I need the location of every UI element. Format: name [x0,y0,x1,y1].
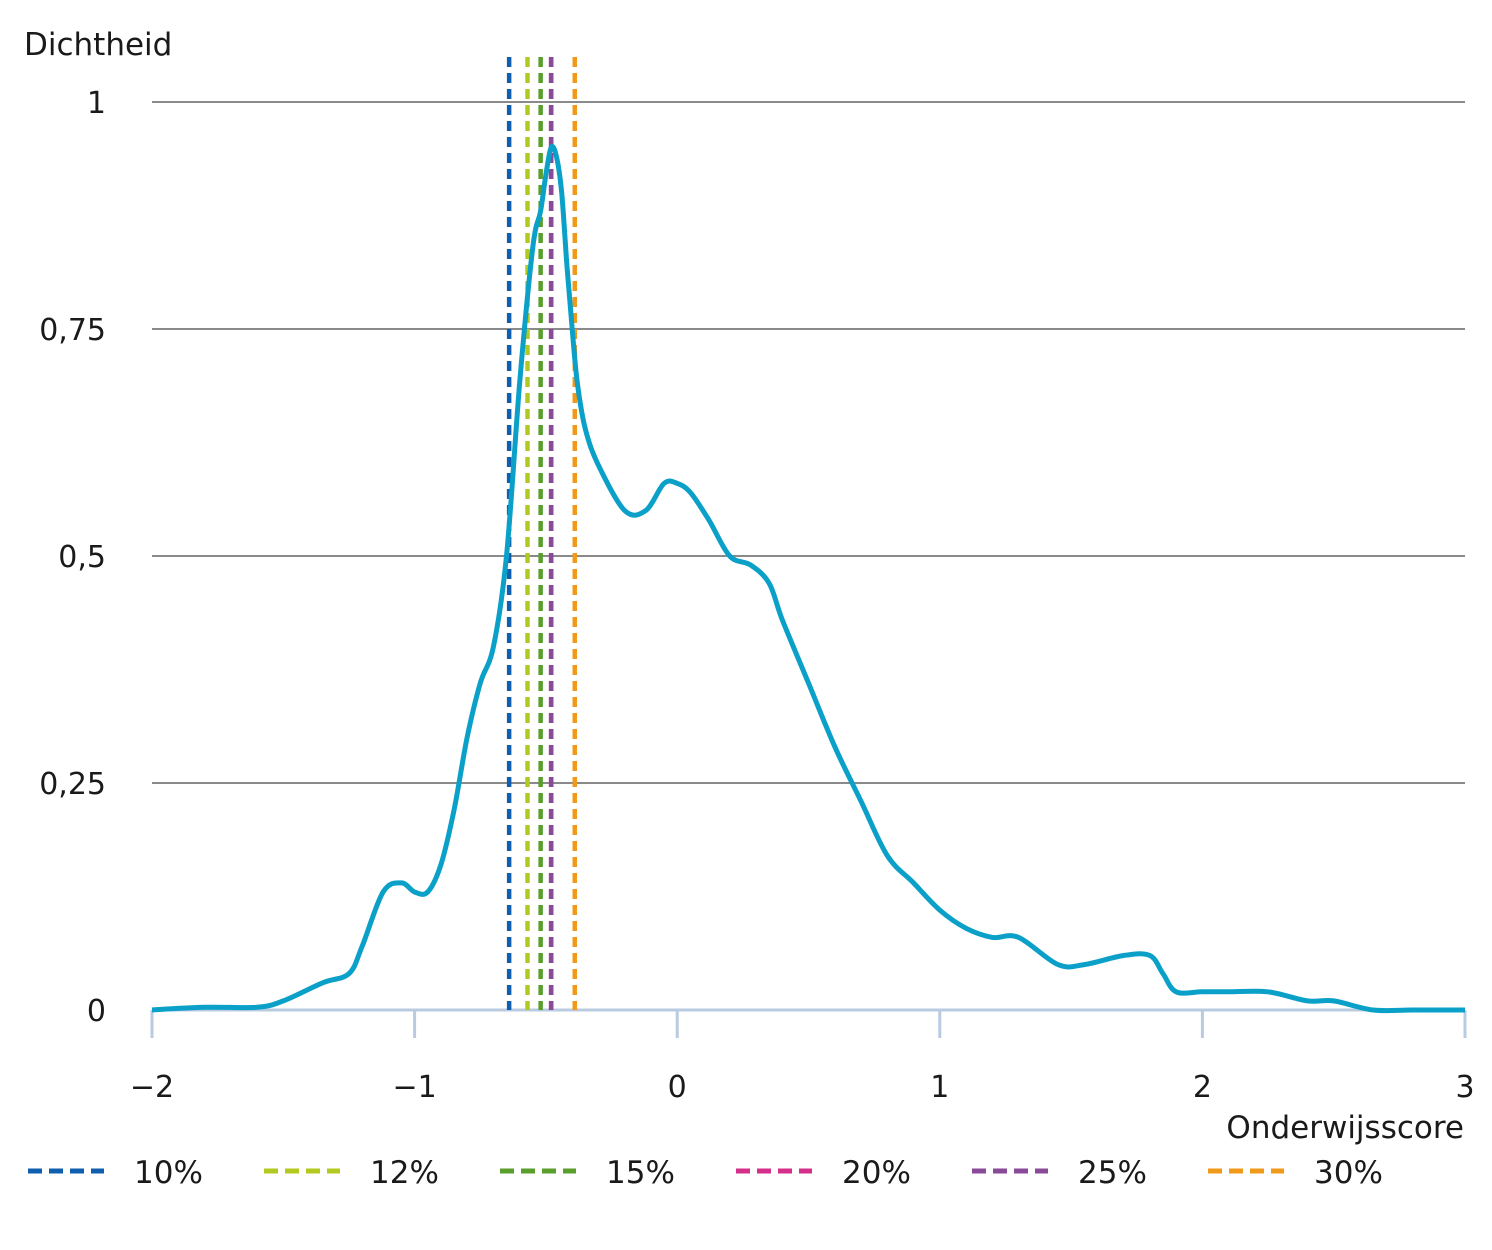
grid-lines [152,101,1465,784]
legend-label: 15% [606,1155,675,1191]
x-axis-title: Onderwijsscore [1226,1110,1464,1146]
y-tick-label: 0,75 [39,313,106,348]
y-axis-title: Dichtheid [24,27,172,63]
legend-label: 12% [370,1155,439,1191]
axes [150,1008,1467,1038]
x-tick-label: 2 [1193,1070,1212,1105]
x-tick-label: −2 [130,1070,174,1105]
x-tick-label: −1 [392,1070,436,1105]
y-tick-label: 0 [87,994,106,1029]
legend-label: 20% [842,1155,911,1191]
density-curve-group [151,143,1465,1014]
y-tick-label: 0,25 [39,767,106,802]
x-tick-label: 3 [1455,1070,1474,1105]
y-tick-label: 1 [87,86,106,121]
density-curve [151,143,1465,1014]
x-tick-label: 1 [930,1070,949,1105]
axis-labels: Dichtheid Onderwijsscore 0 0,25 0,5 0,75 1 −2… [24,27,1475,1146]
y-tick-label: 0,5 [58,540,106,575]
legend: 10% 12% 15% 20% 25% 30% [28,1155,1383,1191]
legend-label: 30% [1314,1155,1383,1191]
x-tick-label: 0 [668,1070,687,1105]
legend-label: 25% [1078,1155,1147,1191]
legend-label: 10% [134,1155,203,1191]
